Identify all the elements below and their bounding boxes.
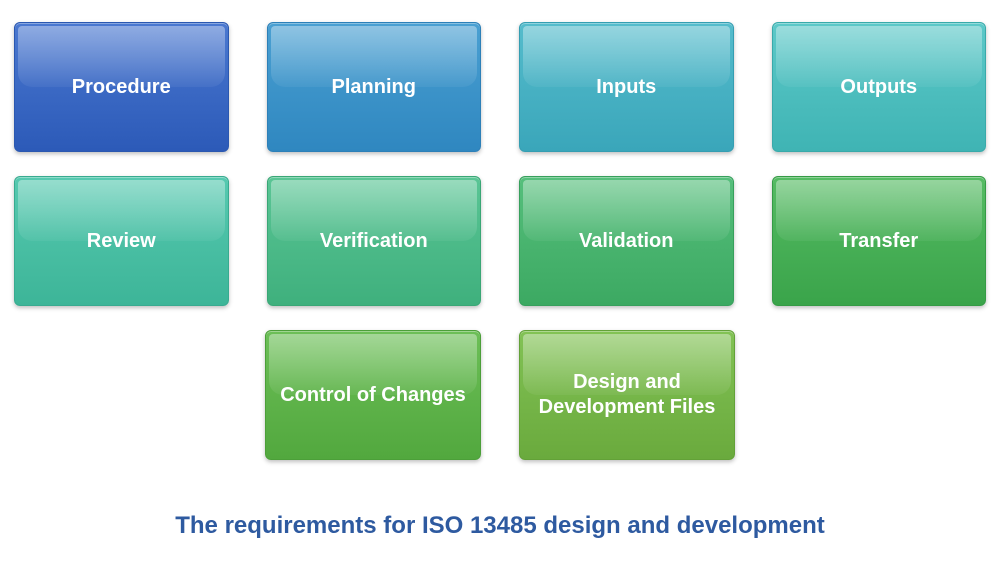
box-procedure: Procedure <box>14 22 229 152</box>
row-1: Procedure Planning Inputs Outputs <box>14 22 986 152</box>
row-2: Review Verification Validation Transfer <box>14 176 986 306</box>
box-control-of-changes: Control of Changes <box>265 330 481 460</box>
box-design-development-files: Design and Development Files <box>519 330 735 460</box>
box-verification: Verification <box>267 176 482 306</box>
box-review: Review <box>14 176 229 306</box>
row-3: Control of Changes Design and Developmen… <box>14 330 986 460</box>
box-transfer: Transfer <box>772 176 987 306</box>
diagram-grid: Procedure Planning Inputs Outputs Review… <box>14 22 986 540</box>
box-validation: Validation <box>519 176 734 306</box>
box-inputs: Inputs <box>519 22 734 152</box>
caption: The requirements for ISO 13485 design an… <box>175 512 825 540</box>
box-outputs: Outputs <box>772 22 987 152</box>
box-planning: Planning <box>267 22 482 152</box>
